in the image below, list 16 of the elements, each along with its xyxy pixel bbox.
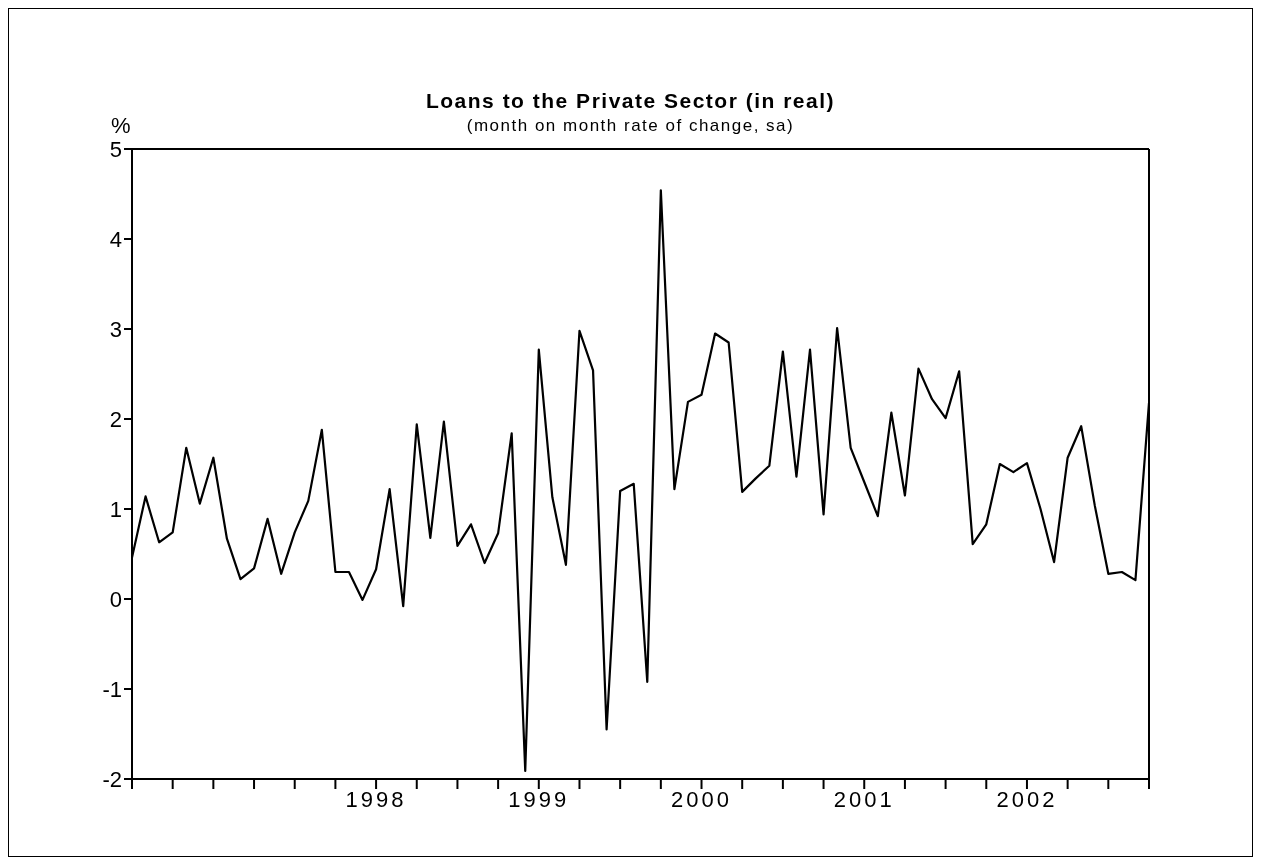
- y-tick-label: 1: [109, 496, 122, 522]
- y-tick-label: 3: [109, 316, 122, 342]
- y-tick-label: 5: [109, 136, 122, 162]
- y-tick-label: -1: [102, 676, 122, 702]
- y-tick-label: -2: [102, 766, 122, 792]
- y-axis-title: %: [111, 113, 131, 139]
- y-tick-label: 2: [109, 406, 122, 432]
- x-tick-label: 2001: [833, 786, 895, 812]
- x-tick-label: 2002: [996, 786, 1058, 812]
- chart-subtitle: (month on month rate of change, sa): [466, 116, 795, 135]
- chart-title: Loans to the Private Sector (in real): [424, 89, 837, 113]
- y-tick-label: 4: [109, 226, 122, 252]
- x-tick-label: 1999: [508, 786, 570, 812]
- x-tick-label: 1998: [345, 786, 407, 812]
- x-tick-label: 2000: [671, 786, 732, 812]
- y-tick-label: 0: [109, 586, 122, 612]
